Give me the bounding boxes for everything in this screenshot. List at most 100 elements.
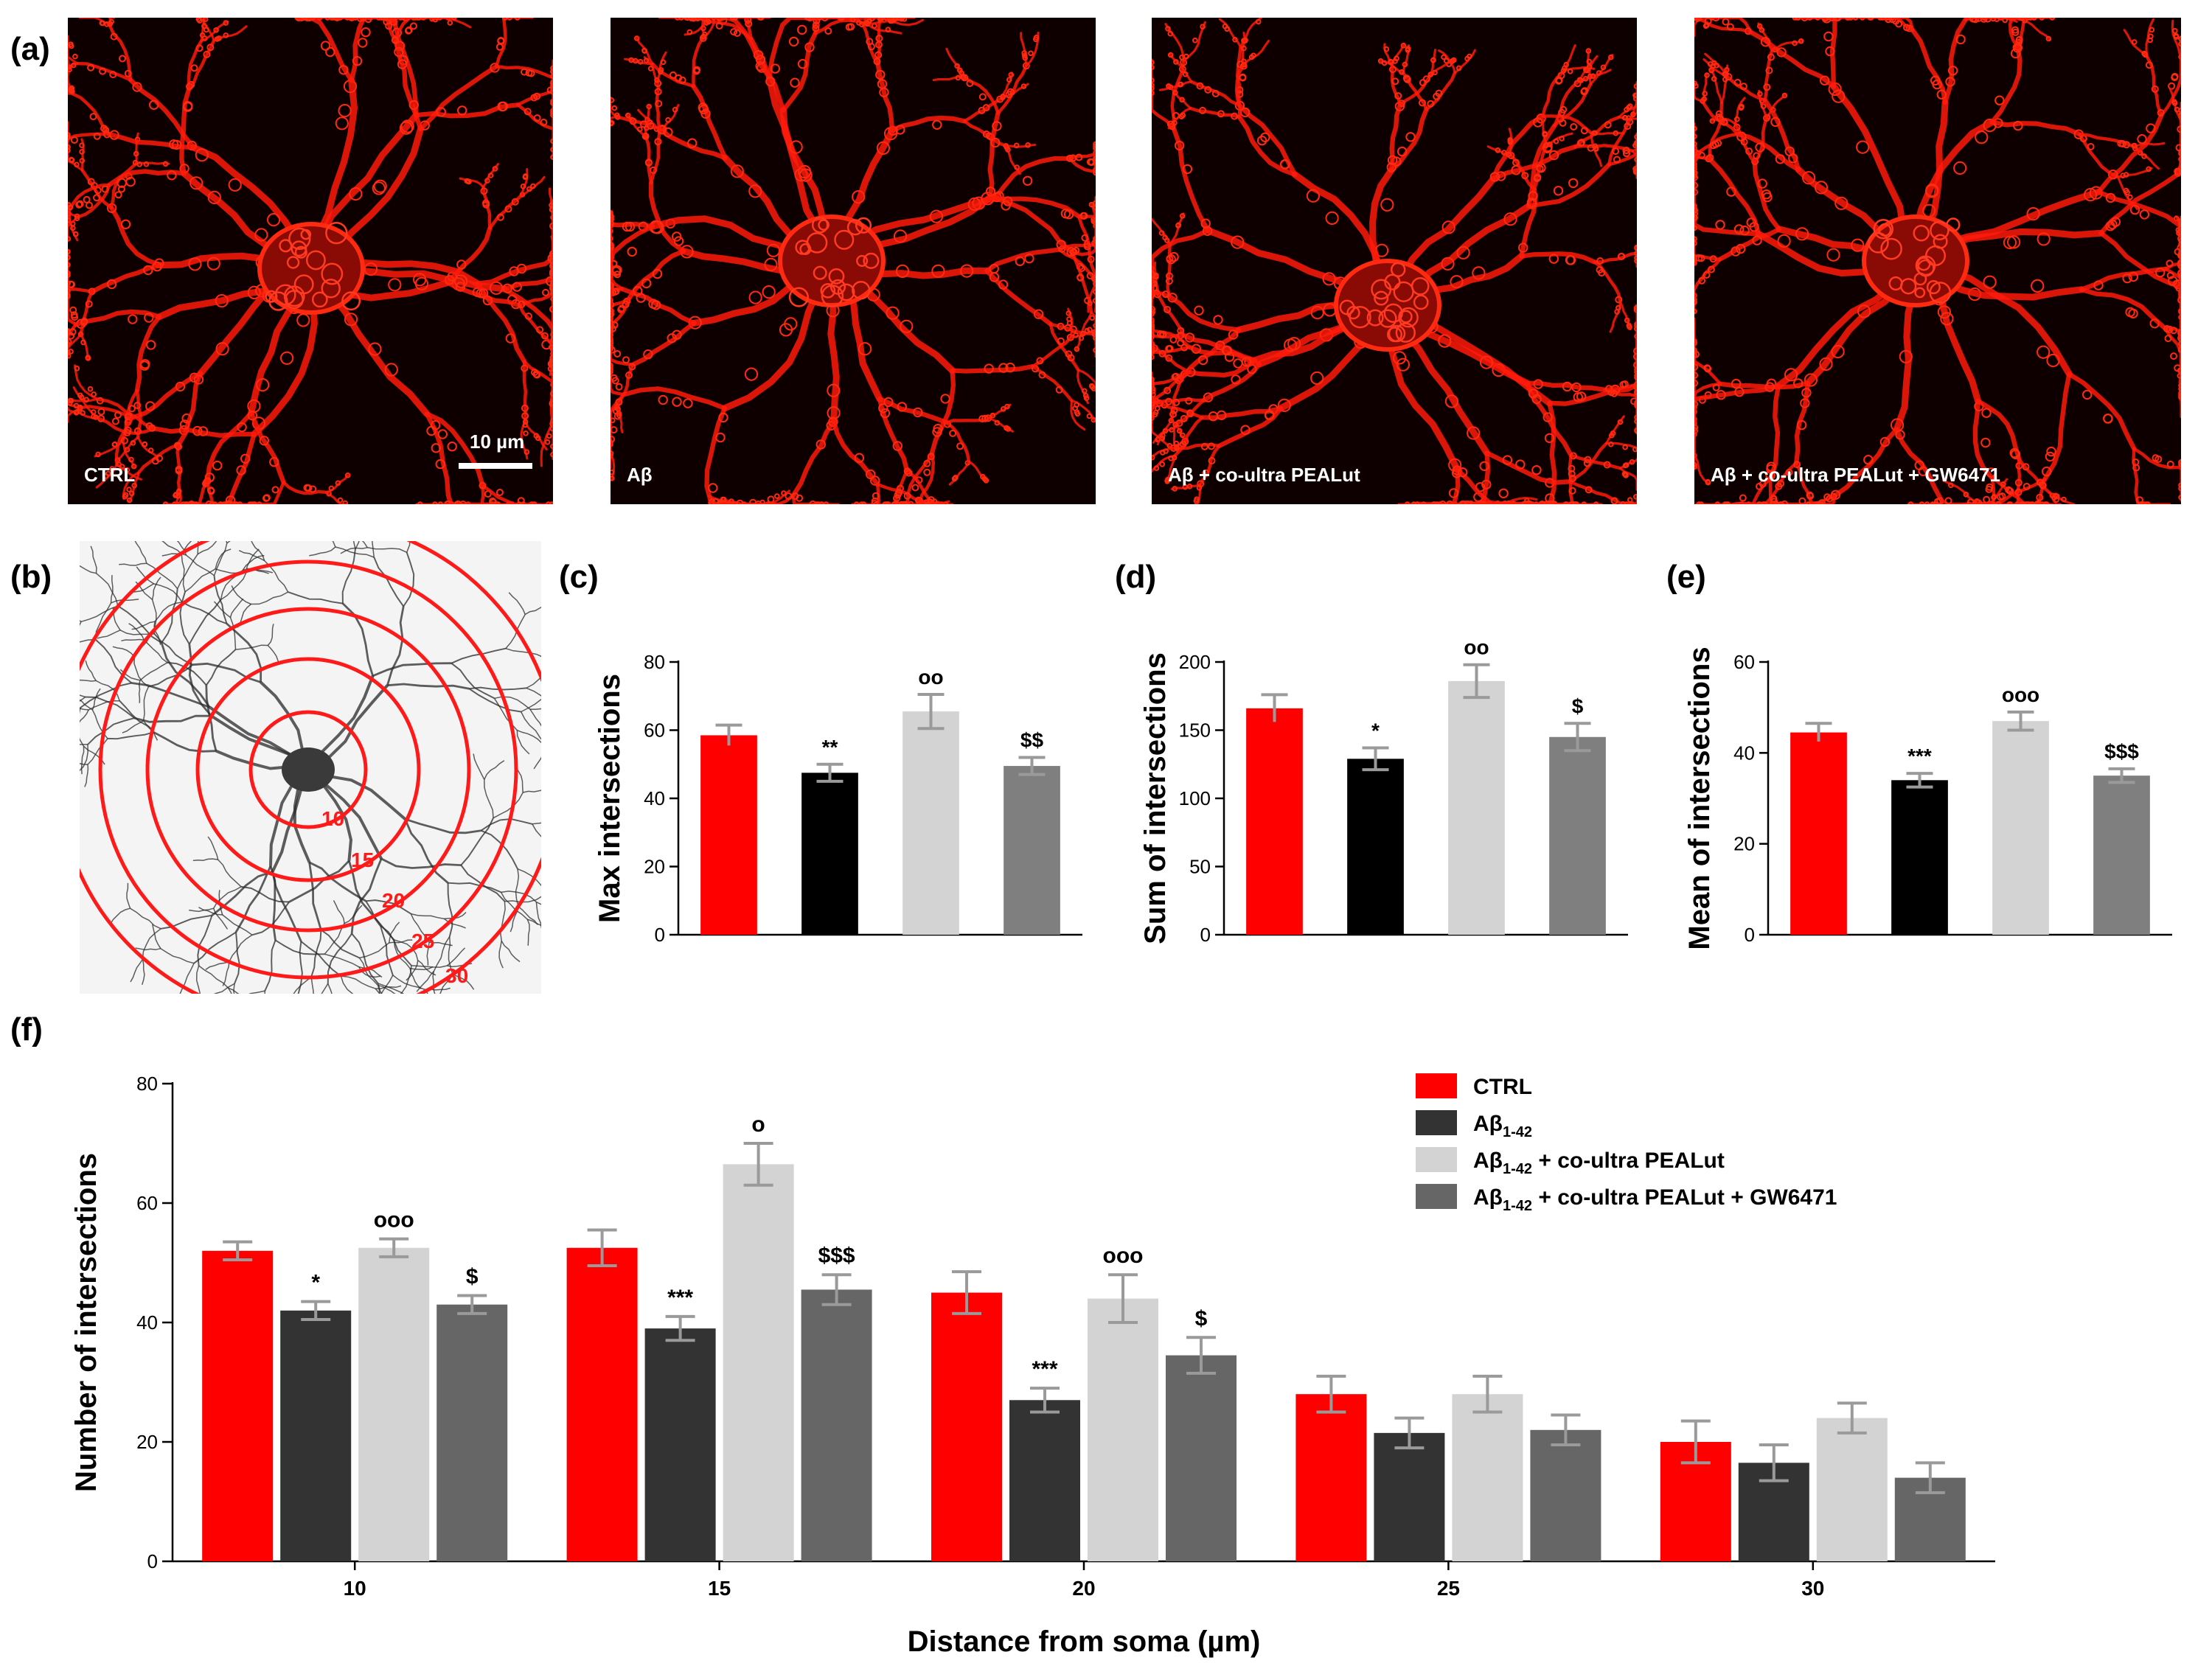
y-axis-label: Mean of intersections: [1683, 646, 1716, 949]
y-tick-label: 20: [644, 856, 665, 878]
microglia-varicosity: [1092, 298, 1096, 304]
microglia-varicosity: [1448, 488, 1459, 498]
sholl-process: [80, 679, 97, 682]
microglia-varicosity: [894, 229, 908, 243]
sholl-process: [215, 548, 232, 569]
microglia-varicosity: [807, 18, 814, 21]
microglia-varicosity: [1502, 455, 1513, 465]
microglia-varicosity: [1536, 164, 1544, 172]
microglia-soma-texture: [821, 285, 844, 307]
microglia-varicosity: [497, 37, 505, 45]
microglia-varicosity: [128, 314, 138, 324]
microglia-varicosity: [221, 501, 227, 504]
microglia-varicosity: [68, 134, 71, 141]
microglia-process: [875, 482, 923, 503]
microglia-varicosity: [736, 499, 744, 504]
significance-label: ooo: [2002, 683, 2039, 706]
microglia-varicosity: [489, 501, 495, 504]
microglia-process: [691, 83, 728, 161]
microglia-process: [331, 125, 424, 254]
microglia-varicosity: [459, 501, 467, 504]
microglia-varicosity: [1559, 136, 1565, 142]
microglia-varicosity: [189, 176, 204, 190]
microglia-varicosity: [332, 18, 338, 21]
sholl-process: [213, 886, 242, 909]
microglia-varicosity: [2170, 352, 2177, 360]
microglia-varicosity: [2178, 253, 2181, 259]
microglia-varicosity: [1033, 36, 1039, 43]
microglia-varicosity: [1777, 234, 1791, 248]
microglia-process: [745, 18, 754, 41]
microglia-varicosity: [364, 18, 372, 24]
microglia-process: [108, 205, 164, 268]
microglia-varicosity: [147, 447, 154, 453]
microglia-processes: [68, 18, 553, 504]
microglia-varicosity: [1165, 354, 1173, 362]
microglia-varicosity: [1464, 55, 1470, 62]
microglia-process: [68, 183, 111, 213]
sholl-process: [524, 607, 541, 616]
microglia-varicosity: [122, 493, 128, 500]
microglia-varicosity: [1202, 226, 1213, 236]
sholl-process: [526, 676, 541, 689]
microglia-varicosity: [616, 410, 622, 416]
microglia-varicosity: [106, 279, 117, 290]
sholl-process: [80, 709, 89, 723]
microglia-varicosity: [789, 140, 803, 154]
microglia-varicosity: [466, 178, 472, 185]
microglia-varicosity: [1177, 339, 1185, 347]
microglia-varicosity: [329, 18, 335, 21]
microglia-varicosity: [2177, 334, 2181, 342]
microglia-varicosity: [1756, 482, 1763, 490]
microglia-varicosity: [2178, 383, 2181, 388]
microglia-varicosity: [1863, 455, 1874, 465]
microglia-varicosity: [1626, 105, 1632, 111]
microglia-varicosity: [2178, 461, 2181, 467]
sholl-process: [87, 717, 135, 745]
sholl-process: [452, 974, 475, 990]
microglia-varicosity: [167, 170, 177, 181]
microglia-varicosity: [683, 398, 693, 408]
microglia-process: [1070, 399, 1086, 431]
microglia-varicosity: [2105, 221, 2115, 231]
microglia-process: [136, 436, 159, 459]
microglia-varicosity: [414, 276, 428, 290]
microglia-varicosity: [521, 412, 529, 420]
microglia-varicosity: [1093, 143, 1096, 150]
sholl-process: [80, 682, 132, 708]
significance-label: ***: [1032, 1357, 1057, 1381]
microglia-varicosity: [715, 432, 726, 443]
microglia-varicosity: [1698, 501, 1704, 504]
microglia-varicosity: [180, 501, 187, 504]
microglia-varicosity: [1622, 147, 1630, 155]
microglia-process: [1031, 335, 1073, 369]
microglia-varicosity: [1829, 492, 1837, 501]
microglia-varicosity: [521, 68, 528, 76]
microglia-varicosity: [1439, 501, 1447, 504]
microglia-varicosity: [720, 18, 727, 21]
microglia-varicosity: [1280, 159, 1290, 170]
microglia-varicosity: [517, 497, 525, 504]
microglia-varicosity: [654, 138, 662, 146]
microglia-varicosity: [2005, 486, 2013, 494]
microglia-varicosity: [1634, 134, 1637, 140]
microglia-varicosity: [1518, 243, 1528, 253]
microglia-varicosity: [1694, 461, 1697, 468]
microglia-process: [2079, 266, 2168, 292]
microglia-varicosity: [643, 57, 650, 63]
microglia-varicosity: [495, 489, 504, 496]
microglia-varicosity: [549, 269, 553, 277]
microglia-varicosity: [1533, 175, 1541, 182]
microglia-process: [1090, 202, 1096, 239]
sholl-process: [359, 942, 390, 959]
microglia-varicosity: [897, 402, 907, 412]
microglia-varicosity: [1697, 254, 1705, 262]
sholl-process: [451, 662, 495, 700]
microglia-varicosity: [791, 492, 799, 501]
microglia-varicosity: [2037, 232, 2051, 246]
sholl-process: [468, 688, 521, 713]
microglia-varicosity: [550, 417, 553, 424]
microglia-varicosity: [1004, 425, 1009, 431]
microglia-varicosity: [1203, 392, 1214, 402]
microglia-process: [1910, 27, 1948, 105]
